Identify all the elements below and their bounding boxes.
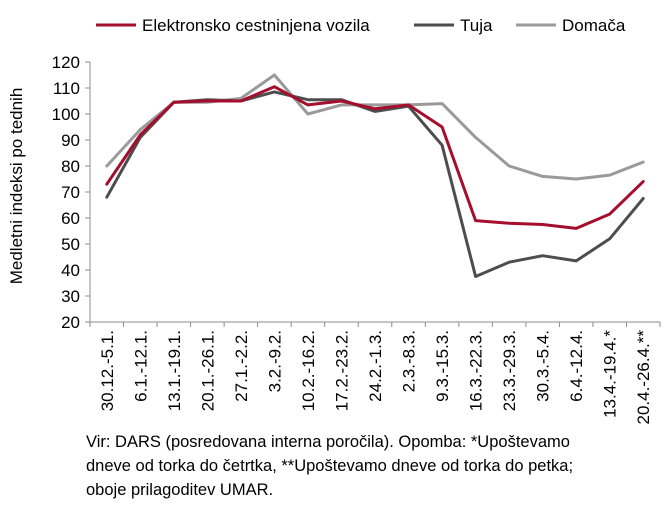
y-tick-label: 100	[52, 105, 80, 124]
x-tick-label: 13.4.-19.4.*	[601, 330, 620, 418]
x-tick-label: 30.12.-5.1.	[98, 330, 117, 411]
x-tick-label: 20.1.-26.1.	[198, 330, 217, 411]
y-axis: 20 30 40 50 60 70 80 90 100 110 120	[52, 53, 91, 332]
legend-label: Domača	[562, 16, 626, 35]
x-tick-label: 16.3.-22.3.	[467, 330, 486, 411]
y-tick-label: 30	[61, 287, 80, 306]
x-tick-label: 27.1.-2.2.	[232, 330, 251, 402]
source-note: Vir: DARS (posredovana interna poročila)…	[86, 430, 666, 502]
note-line: oboje prilagoditev UMAR.	[86, 481, 274, 499]
y-tick-label: 90	[61, 131, 80, 150]
x-tick-label: 9.3.-15.3.	[433, 330, 452, 402]
legend: Elektronsko cestninjena vozila Tuja Domača	[96, 16, 626, 35]
series-line	[105, 90, 645, 278]
series-lines	[105, 73, 645, 278]
series-line	[105, 73, 645, 181]
y-tick-label: 110	[53, 79, 80, 98]
y-tick-label: 60	[61, 209, 80, 228]
y-tick-label: 20	[61, 313, 80, 332]
series-line	[105, 85, 645, 230]
line-chart: Elektronsko cestninjena vozila Tuja Domača…	[7, 16, 661, 425]
x-tick-label: 6.4.-12.4.	[567, 330, 586, 402]
x-tick-label: 2.3.-8.3.	[400, 330, 419, 392]
x-tick-label: 24.2.-1.3.	[366, 330, 385, 402]
x-tick-label: 23.3.-29.3.	[500, 330, 519, 411]
legend-label: Elektronsko cestninjena vozila	[142, 16, 370, 35]
y-tick-label: 80	[61, 157, 80, 176]
x-tick-label: 13.1.-19.1.	[165, 330, 184, 411]
x-tick-label: 20.4.-26.4.**	[634, 330, 653, 425]
x-tick-label: 17.2.-23.2.	[332, 330, 351, 411]
x-axis: 30.12.-5.1. 6.1.-12.1. 13.1.-19.1. 20.1.-26…	[89, 321, 661, 425]
x-tick-label: 3.2.-9.2.	[265, 330, 284, 392]
y-tick-label: 70	[61, 183, 80, 202]
x-tick-label: 10.2.-16.2.	[299, 330, 318, 411]
y-tick-label: 40	[61, 261, 80, 280]
x-tick-label: 6.1.-12.1.	[131, 330, 150, 402]
x-tick-label: 30.3.-5.4.	[534, 330, 553, 402]
y-tick-label: 120	[52, 53, 80, 72]
y-tick-label: 50	[61, 235, 80, 254]
note-line: dneve od torka do četrtka, **Upoštevamo …	[86, 457, 574, 475]
y-axis-label: Medletni indeksi po tednih	[7, 88, 26, 285]
note-line: Vir: DARS (posredovana interna poročila)…	[86, 433, 570, 451]
legend-label: Tuja	[460, 16, 493, 35]
